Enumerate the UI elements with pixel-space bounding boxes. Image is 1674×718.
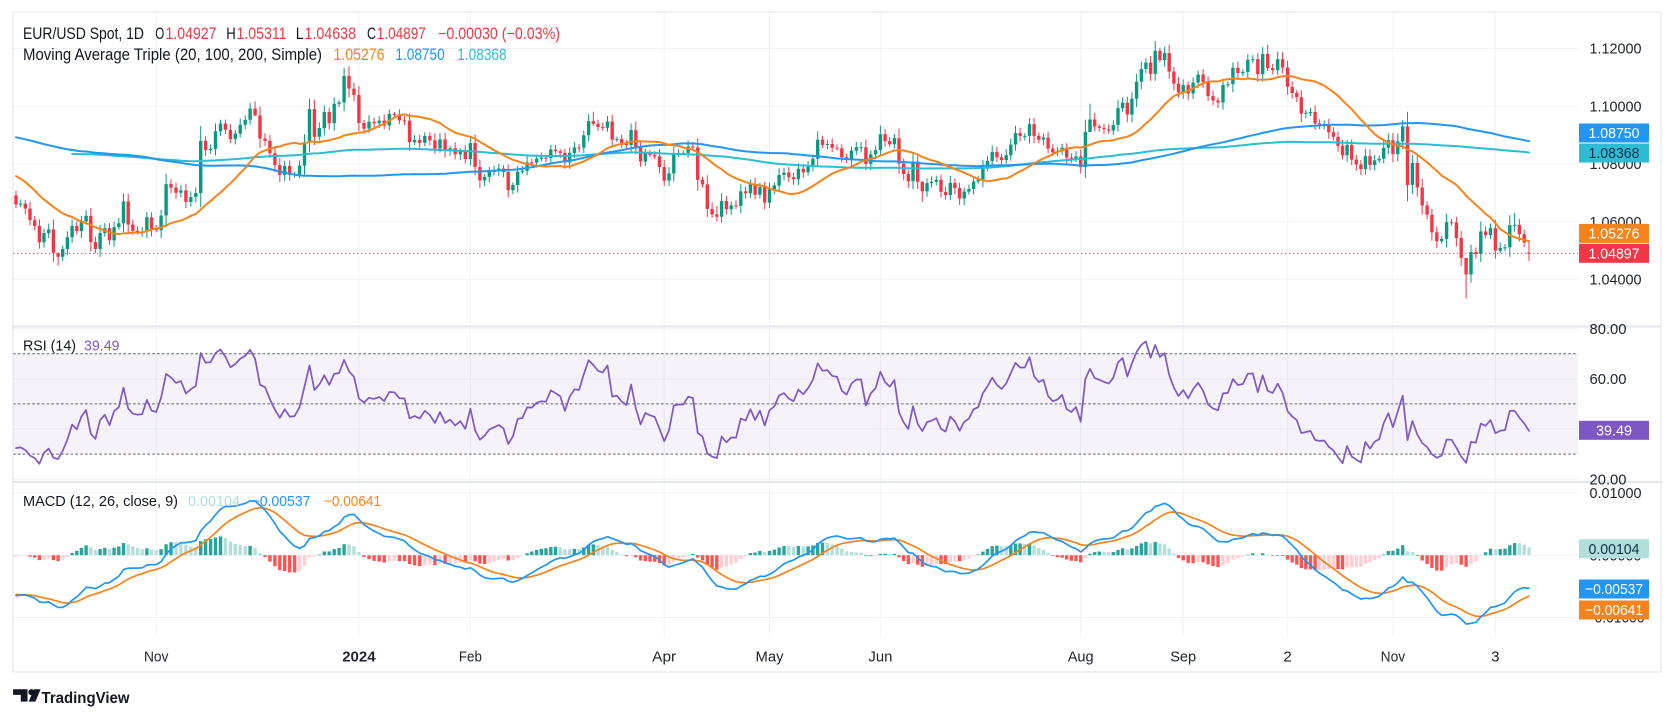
svg-text:3: 3 xyxy=(1491,649,1499,666)
svg-text:Jun: Jun xyxy=(868,649,892,666)
svg-text:TradingView: TradingView xyxy=(42,690,131,707)
svg-text:1.10000: 1.10000 xyxy=(1590,98,1642,115)
svg-text:1.05276: 1.05276 xyxy=(334,46,385,64)
svg-text:May: May xyxy=(756,649,784,666)
svg-text:1.04638: 1.04638 xyxy=(305,25,357,43)
svg-text:Aug: Aug xyxy=(1068,649,1094,666)
svg-text:1.04927: 1.04927 xyxy=(166,25,217,43)
svg-text:−0.00641: −0.00641 xyxy=(1585,602,1643,619)
svg-text:O: O xyxy=(155,25,164,43)
svg-text:MACD (12, 26, close, 9): MACD (12, 26, close, 9) xyxy=(23,493,178,510)
svg-text:2024: 2024 xyxy=(342,649,376,666)
svg-text:1.08750: 1.08750 xyxy=(395,46,444,64)
svg-text:0.00104: 0.00104 xyxy=(1589,541,1640,558)
svg-text:L: L xyxy=(296,25,304,43)
svg-text:0.01000: 0.01000 xyxy=(1590,485,1642,502)
svg-text:1.08750: 1.08750 xyxy=(1589,125,1640,142)
svg-text:Nov: Nov xyxy=(144,649,169,666)
svg-text:2: 2 xyxy=(1283,649,1291,666)
svg-text:0.00104: 0.00104 xyxy=(188,493,240,510)
svg-text:1.04897: 1.04897 xyxy=(1589,246,1640,263)
svg-text:39.49: 39.49 xyxy=(1596,423,1632,440)
svg-text:80.00: 80.00 xyxy=(1590,321,1627,338)
svg-text:H: H xyxy=(226,25,236,43)
svg-text:−0.00537: −0.00537 xyxy=(252,493,311,510)
svg-text:1.05276: 1.05276 xyxy=(1589,226,1640,243)
svg-text:1.08368: 1.08368 xyxy=(457,46,506,64)
svg-text:−0.00030 (−0.03%): −0.00030 (−0.03%) xyxy=(438,25,560,43)
svg-text:1.04000: 1.04000 xyxy=(1590,272,1642,289)
svg-text:EUR/USD Spot, 1D: EUR/USD Spot, 1D xyxy=(23,25,144,43)
svg-text:1.05311: 1.05311 xyxy=(237,25,287,43)
svg-text:Feb: Feb xyxy=(459,649,482,666)
svg-text:Sep: Sep xyxy=(1170,649,1196,666)
svg-text:Apr: Apr xyxy=(652,649,676,666)
svg-text:1.04897: 1.04897 xyxy=(377,25,426,43)
svg-text:1.12000: 1.12000 xyxy=(1590,41,1642,58)
svg-text:60.00: 60.00 xyxy=(1590,371,1627,388)
svg-text:1.08368: 1.08368 xyxy=(1589,145,1640,162)
svg-text:RSI (14): RSI (14) xyxy=(23,338,76,355)
svg-text:20.00: 20.00 xyxy=(1590,471,1627,488)
svg-text:C: C xyxy=(367,25,376,43)
svg-text:Nov: Nov xyxy=(1381,649,1406,666)
svg-text:39.49: 39.49 xyxy=(84,338,120,355)
svg-text:Moving Average Triple (20, 100: Moving Average Triple (20, 100, 200, Sim… xyxy=(23,46,322,64)
svg-text:−0.00537: −0.00537 xyxy=(1585,581,1643,598)
svg-text:−0.00641: −0.00641 xyxy=(324,493,381,510)
